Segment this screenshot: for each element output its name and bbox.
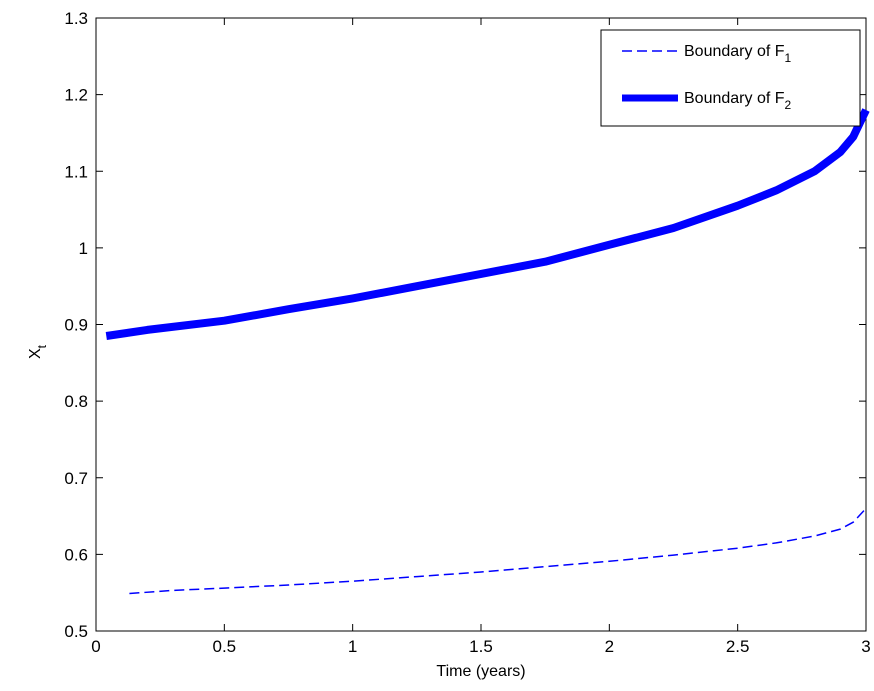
y-tick-label-4: 0.8 bbox=[64, 392, 88, 411]
y-axis-label-sub: t bbox=[35, 344, 49, 348]
x-tick-label-1: 0 bbox=[91, 637, 100, 656]
y-axis-label-base: X bbox=[27, 348, 44, 359]
y-tick-label-1: 0.5 bbox=[64, 622, 88, 641]
x-tick-label-5: 2 bbox=[605, 637, 614, 656]
series-line-2 bbox=[105, 108, 870, 340]
y-axis-label: Xt bbox=[27, 344, 49, 359]
legend-label-series-1-base: Boundary of F bbox=[684, 43, 785, 60]
x-tick-label-4: 1.5 bbox=[469, 637, 493, 656]
x-tick-label-3: 1 bbox=[348, 637, 357, 656]
x-tick-label-7: 3 bbox=[861, 637, 870, 656]
legend: Boundary of F1 Boundary of F2 bbox=[600, 29, 861, 127]
legend-label-series-1-sub: 1 bbox=[785, 51, 792, 65]
y-tick-label-5: 0.9 bbox=[64, 316, 88, 335]
y-tick-label-7: 1.1 bbox=[64, 162, 88, 181]
legend-label-series-2-base: Boundary of F bbox=[684, 90, 785, 107]
y-tick-label-6: 1 bbox=[79, 239, 88, 258]
y-tick-label-8: 1.2 bbox=[64, 86, 88, 105]
series-layer bbox=[105, 108, 870, 595]
x-tick-label-2: 0.5 bbox=[213, 637, 237, 656]
y-tick-label-2: 0.6 bbox=[64, 545, 88, 564]
legend-label-series-2: Boundary of F2 bbox=[684, 90, 792, 112]
legend-box bbox=[600, 29, 861, 127]
y-tick-label-9: 1.3 bbox=[64, 9, 88, 28]
legend-label-series-1: Boundary of F1 bbox=[684, 43, 792, 65]
ticks-layer: 0 0.5 1 1.5 2 2.5 30.50.60.70.80.911.11.21.3 bbox=[64, 9, 870, 656]
y-tick-label-3: 0.7 bbox=[64, 469, 88, 488]
x-tick-label-6: 2.5 bbox=[726, 637, 750, 656]
series-line-1 bbox=[129, 507, 867, 595]
x-axis-label: Time (years) bbox=[436, 663, 525, 680]
legend-label-series-2-sub: 2 bbox=[785, 98, 792, 112]
